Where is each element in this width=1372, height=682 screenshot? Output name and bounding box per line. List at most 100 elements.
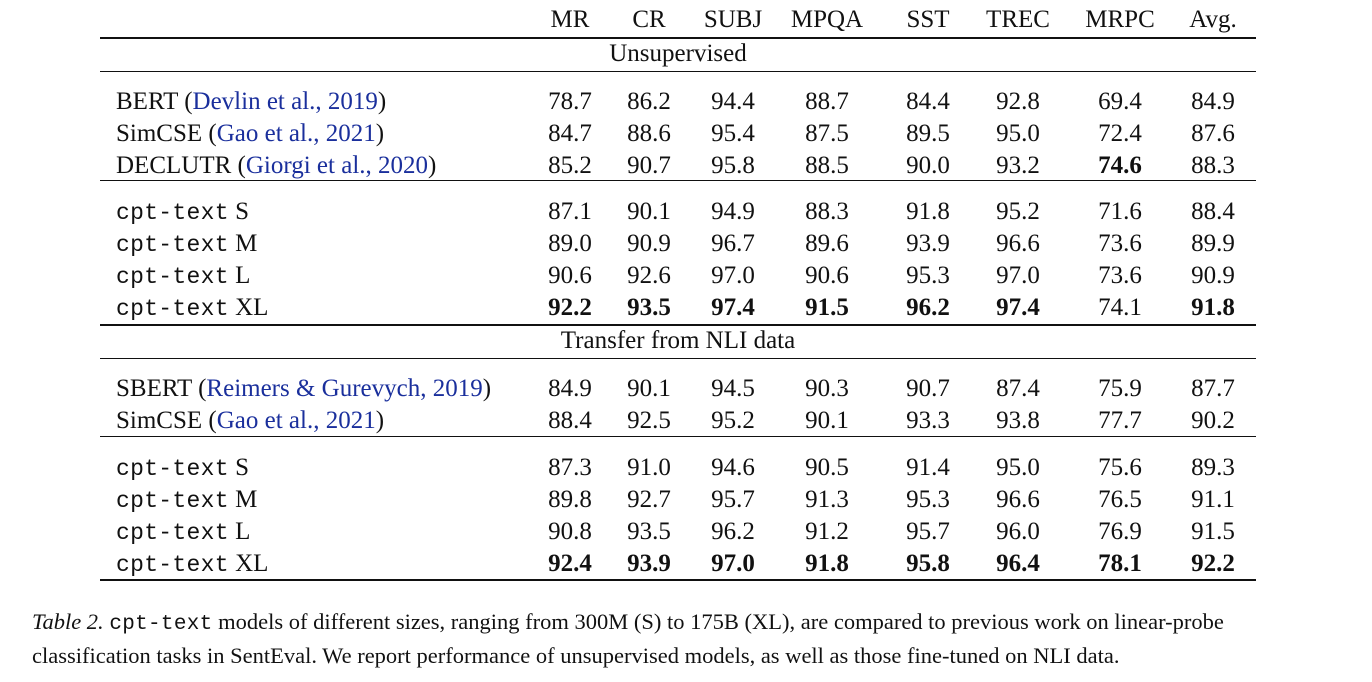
column-header: MR [550,6,590,33]
table-cell: 78.1 [1098,550,1142,577]
table-cell: 91.0 [627,454,671,481]
model-size: XL [235,550,269,577]
table-cell: 95.7 [906,518,950,545]
top-rule [100,37,1256,39]
table-cell: 89.8 [548,486,592,513]
table-cell: 96.2 [906,294,950,321]
table-cell: 95.0 [996,120,1040,147]
table-cell: 91.8 [805,550,849,577]
table-cell: 95.8 [711,152,755,179]
section-rule [100,71,1256,72]
row-label: DECLUTR (Giorgi et al., 2020) [116,152,437,179]
table-cell: 90.9 [1191,262,1235,289]
table-cell: 89.3 [1191,454,1235,481]
table-cell: 88.4 [548,407,592,434]
model-name: cpt-text [116,552,229,578]
citation-link[interactable]: Reimers & Gurevych, 2019 [206,375,483,402]
table-cell: 84.9 [548,375,592,402]
row-label: cpt-text S [116,197,249,228]
row-label: cpt-text M [116,485,257,516]
table-cell: 74.6 [1098,152,1142,179]
table-cell: 69.4 [1098,88,1142,115]
table-cell: 92.5 [627,407,671,434]
table-cell: 97.0 [996,262,1040,289]
model-name: SimCSE [116,407,203,434]
table-cell: 93.8 [996,407,1040,434]
model-name: cpt-text [116,488,229,514]
group-rule [100,180,1256,181]
table-cell: 96.4 [996,550,1040,577]
table-cell: 84.4 [906,88,950,115]
section-label-nli: Transfer from NLI data [560,327,796,354]
table-cell: 92.4 [548,550,592,577]
table-cell: 94.6 [711,454,755,481]
model-size: XL [235,294,269,321]
model-name: BERT [116,88,178,115]
table-cell: 93.9 [906,230,950,257]
table-cell: 88.4 [1191,198,1235,225]
row-label: cpt-text M [116,229,257,260]
table-cell: 89.6 [805,230,849,257]
table-cell: 91.3 [805,486,849,513]
table-cell: 90.3 [805,375,849,402]
row-label: cpt-text S [116,453,249,484]
model-size: S [235,454,249,481]
table-cell: 91.8 [906,198,950,225]
model-name: cpt-text [116,232,229,258]
column-header: MRPC [1085,6,1155,33]
table-cell: 96.6 [996,230,1040,257]
table-cell: 94.5 [711,375,755,402]
table-cell: 74.1 [1098,294,1142,321]
caption-code: cpt-text [109,613,213,636]
table-cell: 90.5 [805,454,849,481]
table-cell: 87.5 [805,120,849,147]
table-cell: 97.0 [711,550,755,577]
table-cell: 85.2 [548,152,592,179]
table-cell: 97.4 [711,294,755,321]
table-caption: Table 2. cpt-text models of different si… [32,606,1342,671]
model-name: cpt-text [116,296,229,322]
table-cell: 87.4 [996,375,1040,402]
table-cell: 90.7 [906,375,950,402]
section-rule [100,324,1256,326]
section-rule [100,358,1256,359]
column-header: SUBJ [703,6,763,33]
column-header: SST [906,6,950,33]
table-cell: 95.3 [906,486,950,513]
row-label: SimCSE (Gao et al., 2021) [116,120,385,147]
caption-label: Table 2. [32,609,104,634]
table-cell: 73.6 [1098,262,1142,289]
table-cell: 88.5 [805,152,849,179]
model-name: cpt-text [116,200,229,226]
table-cell: 92.2 [1191,550,1235,577]
table-cell: 94.9 [711,198,755,225]
citation-link[interactable]: Gao et al., 2021 [216,120,376,147]
model-name: cpt-text [116,456,229,482]
citation-link[interactable]: Giorgi et al., 2020 [245,152,429,179]
table-cell: 77.7 [1098,407,1142,434]
table-cell: 90.7 [627,152,671,179]
table-cell: 95.0 [996,454,1040,481]
table-cell: 89.9 [1191,230,1235,257]
table-cell: 89.5 [906,120,950,147]
table-cell: 89.0 [548,230,592,257]
model-name: SimCSE [116,120,203,147]
table-cell: 88.3 [1191,152,1235,179]
citation-link[interactable]: Devlin et al., 2019 [192,88,378,115]
table-cell: 96.0 [996,518,1040,545]
row-label: SBERT (Reimers & Gurevych, 2019) [116,375,492,402]
table-cell: 97.4 [996,294,1040,321]
table-cell: 95.7 [711,486,755,513]
table-cell: 91.5 [805,294,849,321]
model-name: cpt-text [116,520,229,546]
table-cell: 87.1 [548,198,592,225]
table-cell: 73.6 [1098,230,1142,257]
citation-link[interactable]: Gao et al., 2021 [216,407,376,434]
table-cell: 71.6 [1098,198,1142,225]
table-cell: 90.1 [627,375,671,402]
table-cell: 97.0 [711,262,755,289]
model-name: cpt-text [116,264,229,290]
table-cell: 88.3 [805,198,849,225]
table-cell: 91.4 [906,454,950,481]
table-cell: 93.9 [627,550,671,577]
